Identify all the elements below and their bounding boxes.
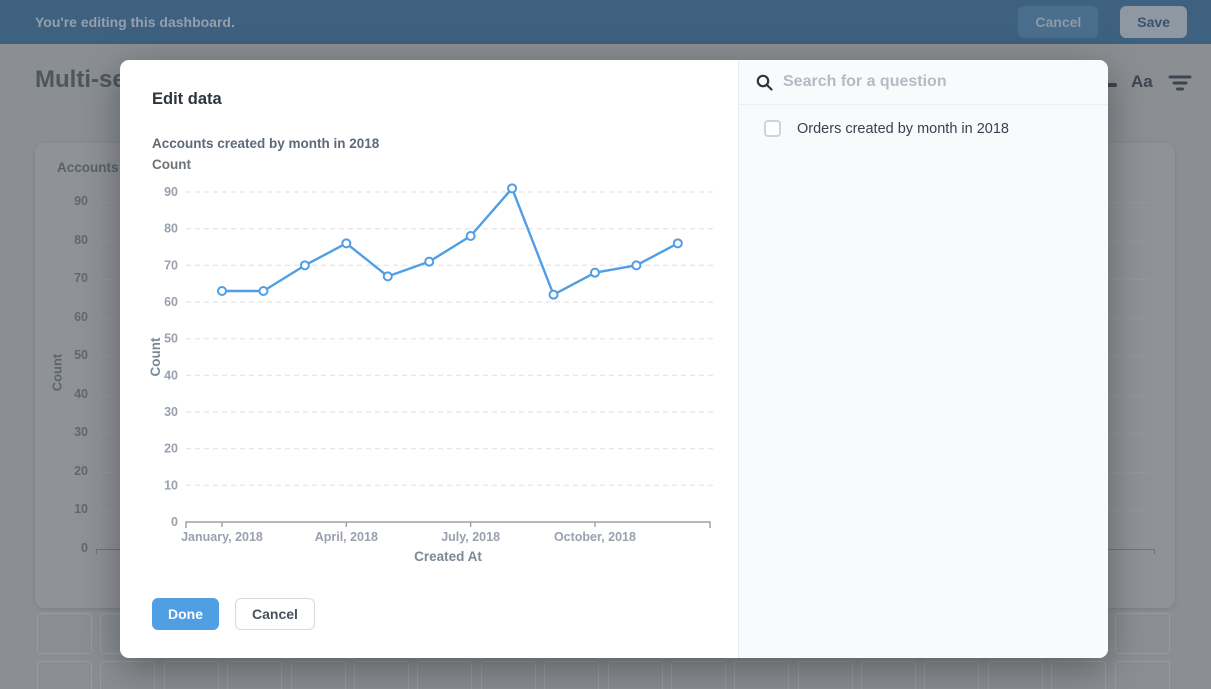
grid-cell xyxy=(670,661,726,689)
svg-text:Created At: Created At xyxy=(414,549,482,564)
edit-save-button[interactable]: Save xyxy=(1120,6,1187,38)
editing-message: You're editing this dashboard. xyxy=(35,14,235,30)
grid-cell xyxy=(734,661,790,689)
grid-cell xyxy=(1114,613,1170,654)
question-picker-pane: Orders created by month in 2018 xyxy=(738,60,1108,658)
edit-mode-bar: You're editing this dashboard. Cancel Sa… xyxy=(0,0,1211,44)
svg-text:January, 2018: January, 2018 xyxy=(181,530,263,544)
edit-data-modal: Edit data Accounts created by month in 2… xyxy=(120,60,1108,658)
grid-cell xyxy=(163,661,219,689)
background-y-tick: 10 xyxy=(74,502,88,517)
modal-actions: Done Cancel xyxy=(152,598,315,630)
background-y-tick: 90 xyxy=(74,194,88,208)
background-y-tick: 40 xyxy=(74,386,88,401)
dashboard-title: Multi-se xyxy=(35,66,126,93)
line-chart: 0 10 20 30 40 50 60 70 80 90 January, 2018 April, 2… xyxy=(150,183,715,564)
grid-cell xyxy=(797,661,853,689)
svg-text:60: 60 xyxy=(164,295,178,309)
grid-cell xyxy=(1051,661,1107,689)
add-text-card-icon[interactable]: Aa xyxy=(1131,72,1153,91)
grid-cell xyxy=(924,661,980,689)
grid-cell xyxy=(227,661,283,689)
search-icon xyxy=(756,74,773,91)
modal-cancel-button[interactable]: Cancel xyxy=(235,598,315,630)
background-y-tick: 60 xyxy=(74,309,88,324)
question-checkbox[interactable] xyxy=(764,120,781,137)
search-bar xyxy=(739,60,1108,105)
svg-text:Count: Count xyxy=(150,337,163,376)
filter-icon[interactable] xyxy=(1168,74,1192,97)
grid-cell xyxy=(37,661,92,689)
grid-cell xyxy=(1114,661,1170,689)
grid-cell xyxy=(37,613,92,654)
search-input[interactable] xyxy=(783,73,1094,91)
background-y-tick: 20 xyxy=(74,463,88,478)
modal-title: Edit data xyxy=(152,90,222,108)
grid-cell xyxy=(100,661,156,689)
edit-cancel-button[interactable]: Cancel xyxy=(1018,6,1099,38)
question-list-item[interactable]: Orders created by month in 2018 xyxy=(739,105,1108,137)
grid-cell xyxy=(353,661,409,689)
svg-text:80: 80 xyxy=(164,222,178,236)
svg-text:April, 2018: April, 2018 xyxy=(315,530,378,544)
grid-cell xyxy=(987,661,1043,689)
modal-chart-pane: Edit data Accounts created by month in 2… xyxy=(120,60,738,658)
background-y-tick: 80 xyxy=(74,232,88,247)
question-label: Orders created by month in 2018 xyxy=(797,120,1009,137)
grid-cell xyxy=(544,661,600,689)
background-y-tick: 0 xyxy=(81,541,88,556)
svg-text:10: 10 xyxy=(164,478,178,492)
svg-text:30: 30 xyxy=(164,405,178,419)
background-y-tick: 30 xyxy=(74,425,88,440)
svg-text:20: 20 xyxy=(164,442,178,456)
background-y-tick: 70 xyxy=(74,271,88,286)
chart-legend-label: Count xyxy=(152,157,191,172)
dashboard-grid-row xyxy=(37,661,1170,689)
grid-cell xyxy=(290,661,346,689)
grid-cell xyxy=(861,661,917,689)
grid-cell xyxy=(607,661,663,689)
chart-title: Accounts created by month in 2018 xyxy=(152,136,380,151)
svg-text:July, 2018: July, 2018 xyxy=(441,530,500,544)
svg-text:50: 50 xyxy=(164,332,178,346)
chart-header: Accounts created by month in 2018 Count xyxy=(152,136,738,172)
svg-text:October, 2018: October, 2018 xyxy=(554,530,636,544)
grid-cell xyxy=(417,661,473,689)
svg-text:90: 90 xyxy=(164,185,178,199)
background-y-tick: 50 xyxy=(74,348,88,363)
done-button[interactable]: Done xyxy=(152,598,219,630)
svg-text:0: 0 xyxy=(171,515,178,529)
svg-text:40: 40 xyxy=(164,368,178,382)
svg-text:70: 70 xyxy=(164,258,178,272)
grid-cell xyxy=(480,661,536,689)
